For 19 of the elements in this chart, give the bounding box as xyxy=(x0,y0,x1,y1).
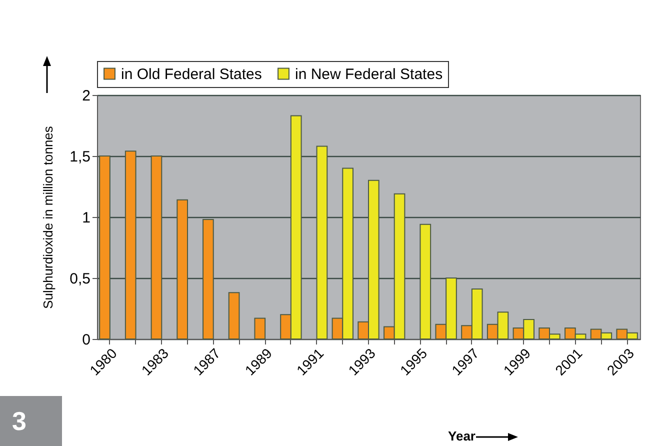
bar xyxy=(124,150,136,340)
y-tick-label: 0,5 xyxy=(70,270,90,288)
bar xyxy=(420,224,432,340)
bar xyxy=(254,318,266,340)
bar xyxy=(176,199,188,340)
y-tick-label: 0 xyxy=(82,332,90,348)
x-axis-title: Year xyxy=(448,428,476,444)
legend-label: in Old Federal States xyxy=(121,66,262,83)
bar xyxy=(202,218,214,340)
y-tick-label: 2 xyxy=(82,88,90,104)
bar xyxy=(228,292,240,340)
bar xyxy=(99,156,110,340)
y-axis-title: Sulphurdioxide in million tonnes xyxy=(40,126,56,309)
text: 3 xyxy=(0,396,62,446)
bar xyxy=(316,146,328,340)
y-tick-label: 1,5 xyxy=(70,148,90,166)
legend-label: in New Federal States xyxy=(295,66,443,83)
y-tick-label: 1 xyxy=(82,210,90,226)
bar xyxy=(150,156,162,340)
